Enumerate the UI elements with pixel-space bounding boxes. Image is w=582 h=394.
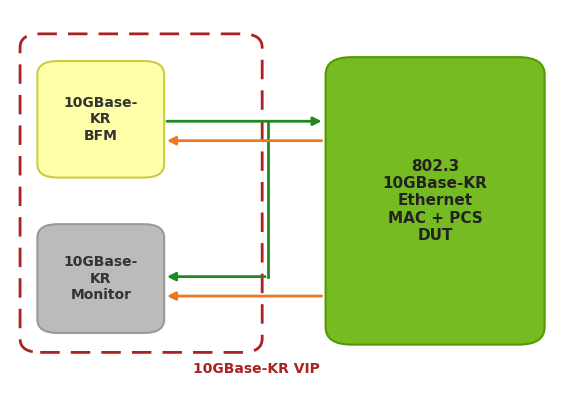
FancyBboxPatch shape [37,61,164,178]
Text: 802.3
10GBase-KR
Ethernet
MAC + PCS
DUT: 802.3 10GBase-KR Ethernet MAC + PCS DUT [383,158,488,243]
FancyBboxPatch shape [325,57,545,345]
Text: 10GBase-KR VIP: 10GBase-KR VIP [193,362,320,376]
FancyBboxPatch shape [37,224,164,333]
Text: 10GBase-
KR
BFM: 10GBase- KR BFM [63,96,138,143]
Text: 10GBase-
KR
Monitor: 10GBase- KR Monitor [63,255,138,302]
